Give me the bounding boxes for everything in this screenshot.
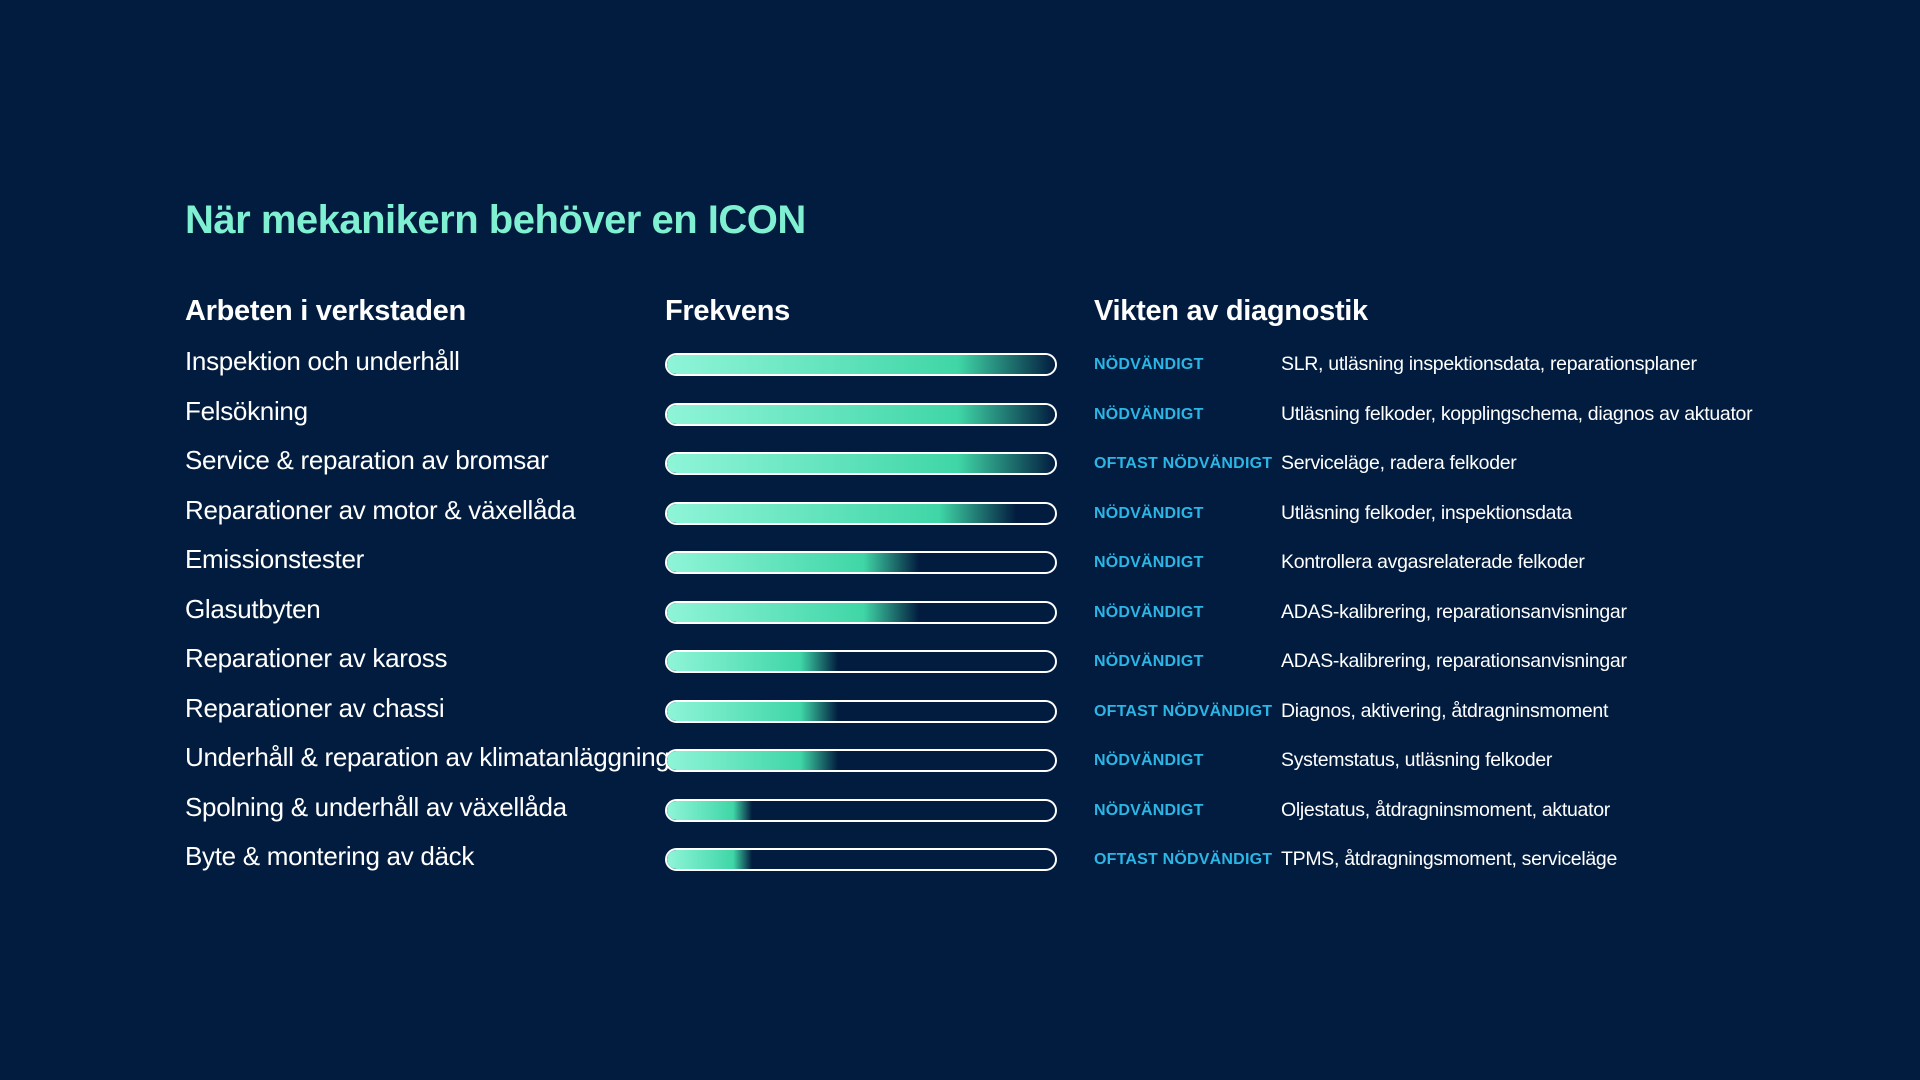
- task-label: Reparationer av motor & växellåda: [185, 494, 576, 525]
- frequency-bar: [665, 452, 1057, 475]
- table-row: Reparationer av kaross NÖDVÄNDIGT ADAS-kal…: [0, 636, 1920, 686]
- importance-badge: OFTAST NÖDVÄNDIGT: [1094, 702, 1273, 720]
- frequency-bar: [665, 798, 1057, 822]
- diagnostic-description: ADAS-kalibrering, reparationsanvisningar: [1281, 650, 1627, 672]
- task-label: Service & reparation av bromsar: [185, 445, 549, 475]
- frequency-bar: [665, 353, 1057, 376]
- diagnostic-description: Serviceläge, radera felkoder: [1281, 452, 1517, 474]
- frequency-bar-fill: [667, 355, 1055, 374]
- task-label: Glasutbyten: [185, 593, 321, 624]
- task-label: Reparationer av kaross: [185, 643, 448, 673]
- table-row: Inspektion och underhåll NÖDVÄNDIGT SLR, u…: [0, 339, 1920, 389]
- frequency-bar-fill: [667, 404, 1055, 424]
- frequency-bar: [665, 600, 1057, 624]
- importance-badge: NÖDVÄNDIGT: [1094, 554, 1204, 571]
- frequency-bar-fill: [667, 800, 753, 820]
- task-label: Reparationer av chassi: [185, 692, 445, 723]
- frequency-bar-fill: [667, 850, 753, 869]
- frequency-bar: [665, 551, 1057, 574]
- importance-badge: NÖDVÄNDIGT: [1094, 752, 1204, 769]
- importance-badge: NÖDVÄNDIGT: [1094, 356, 1204, 373]
- frequency-bar-fill: [667, 454, 1055, 473]
- task-label: Underhåll & reparation av klimatanläggni…: [185, 742, 670, 772]
- importance-badge: NÖDVÄNDIGT: [1094, 504, 1204, 522]
- frequency-bar-fill: [667, 701, 838, 721]
- importance-badge: OFTAST NÖDVÄNDIGT: [1094, 455, 1273, 472]
- table-row: Underhåll & reparation av klimatanläggni…: [0, 735, 1920, 785]
- frequency-bar-fill: [667, 553, 920, 572]
- task-table: Inspektion och underhåll NÖDVÄNDIGT SLR, u…: [0, 339, 1920, 884]
- table-row: Spolning & underhåll av växellåda NÖDVÄND…: [0, 785, 1920, 835]
- frequency-bar-fill: [667, 602, 920, 622]
- diagnostic-description: Oljestatus, åtdragninsmoment, aktuator: [1281, 798, 1610, 821]
- table-row: Reparationer av motor & växellåda NÖDVÄND…: [0, 488, 1920, 538]
- header-tasks: Arbeten i verkstaden: [185, 295, 466, 327]
- task-label: Byte & montering av däck: [185, 841, 475, 871]
- table-row: Byte & montering av däck OFTAST NÖDVÄNDIG…: [0, 834, 1920, 884]
- task-label: Spolning & underhåll av växellåda: [185, 791, 567, 822]
- table-row: Felsökning NÖDVÄNDIGT Utläsning felkoder, …: [0, 389, 1920, 439]
- diagnostic-description: ADAS-kalibrering, reparationsanvisningar: [1281, 600, 1627, 623]
- table-row: Emissionstester NÖDVÄNDIGT Kontrollera avg…: [0, 537, 1920, 587]
- diagnostic-description: TPMS, åtdragningsmoment, serviceläge: [1281, 848, 1618, 870]
- importance-badge: NÖDVÄNDIGT: [1094, 603, 1204, 621]
- task-label: Felsökning: [185, 395, 308, 426]
- importance-badge: OFTAST NÖDVÄNDIGT: [1094, 851, 1273, 868]
- task-label: Inspektion och underhåll: [185, 346, 460, 376]
- frequency-bar: [665, 749, 1057, 772]
- frequency-bar: [665, 848, 1057, 871]
- frequency-bar: [665, 699, 1057, 723]
- diagnostic-description: SLR, utläsning inspektionsdata, reparati…: [1281, 353, 1697, 375]
- page-title: När mekanikern behöver en ICON: [185, 198, 806, 242]
- frequency-bar: [665, 501, 1057, 525]
- diagnostic-description: Utläsning felkoder, kopplingschema, diag…: [1281, 402, 1753, 425]
- importance-badge: NÖDVÄNDIGT: [1094, 801, 1204, 819]
- task-label: Emissionstester: [185, 544, 364, 574]
- frequency-bar: [665, 402, 1057, 426]
- table-row: Service & reparation av bromsar OFTAST NÖ…: [0, 438, 1920, 488]
- frequency-bar-fill: [667, 751, 838, 770]
- frequency-bar: [665, 650, 1057, 673]
- importance-badge: NÖDVÄNDIGT: [1094, 653, 1204, 670]
- importance-badge: NÖDVÄNDIGT: [1094, 405, 1204, 423]
- frequency-bar-fill: [667, 652, 838, 671]
- header-diagnostics: Vikten av diagnostik: [1094, 295, 1368, 327]
- table-row: Glasutbyten NÖDVÄNDIGT ADAS-kalibrering, r…: [0, 587, 1920, 637]
- frequency-bar-fill: [667, 503, 1017, 523]
- diagnostic-description: Utläsning felkoder, inspektionsdata: [1281, 501, 1572, 524]
- diagnostic-description: Diagnos, aktivering, åtdragninsmoment: [1281, 699, 1609, 722]
- diagnostic-description: Kontrollera avgasrelaterade felkoder: [1281, 551, 1585, 573]
- diagnostic-description: Systemstatus, utläsning felkoder: [1281, 749, 1553, 771]
- table-row: Reparationer av chassi OFTAST NÖDVÄNDIGT D…: [0, 686, 1920, 736]
- header-frequency: Frekvens: [665, 295, 790, 327]
